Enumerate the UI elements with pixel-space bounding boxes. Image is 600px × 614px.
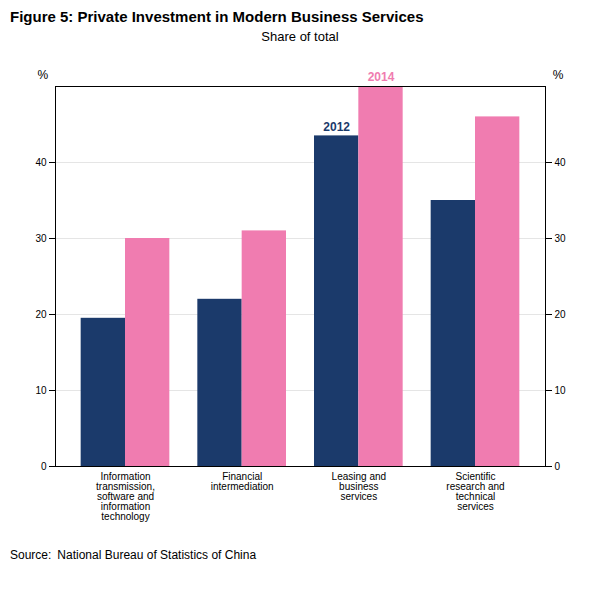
svg-text:20: 20 — [555, 309, 567, 320]
html-text:National Bureau of Statistics: National Bureau of Statistics of China — [57, 548, 257, 562]
svg-text:%: % — [38, 68, 49, 82]
html-text:Share of total: Share of total — [261, 29, 339, 44]
svg-text:0: 0 — [555, 461, 561, 472]
svg-text:Scientificresearch andtechnica: Scientificresearch andtechnicalservices — [446, 471, 504, 512]
svg-text:%: % — [553, 68, 564, 82]
svg-text:Informationtransmission,softwa: Informationtransmission,software andinfo… — [96, 471, 155, 522]
svg-text:30: 30 — [35, 233, 47, 244]
svg-text:40: 40 — [555, 157, 567, 168]
svg-text:30: 30 — [555, 233, 567, 244]
svg-text:20: 20 — [35, 309, 47, 320]
svg-text:2014: 2014 — [368, 70, 395, 84]
svg-text:Financialintermediation: Financialintermediation — [211, 471, 274, 492]
svg-text:0: 0 — [41, 461, 47, 472]
svg-text:10: 10 — [35, 385, 47, 396]
svg-text:Leasing andbusinessservices: Leasing andbusinessservices — [332, 471, 387, 502]
svg-text:10: 10 — [555, 385, 567, 396]
svg-text:2012: 2012 — [323, 120, 350, 134]
html-text:Source:: Source: — [10, 548, 52, 562]
svg-text:40: 40 — [35, 157, 47, 168]
html-text:Figure 5: Private Investment i: Figure 5: Private Investment in Modern B… — [10, 8, 424, 25]
